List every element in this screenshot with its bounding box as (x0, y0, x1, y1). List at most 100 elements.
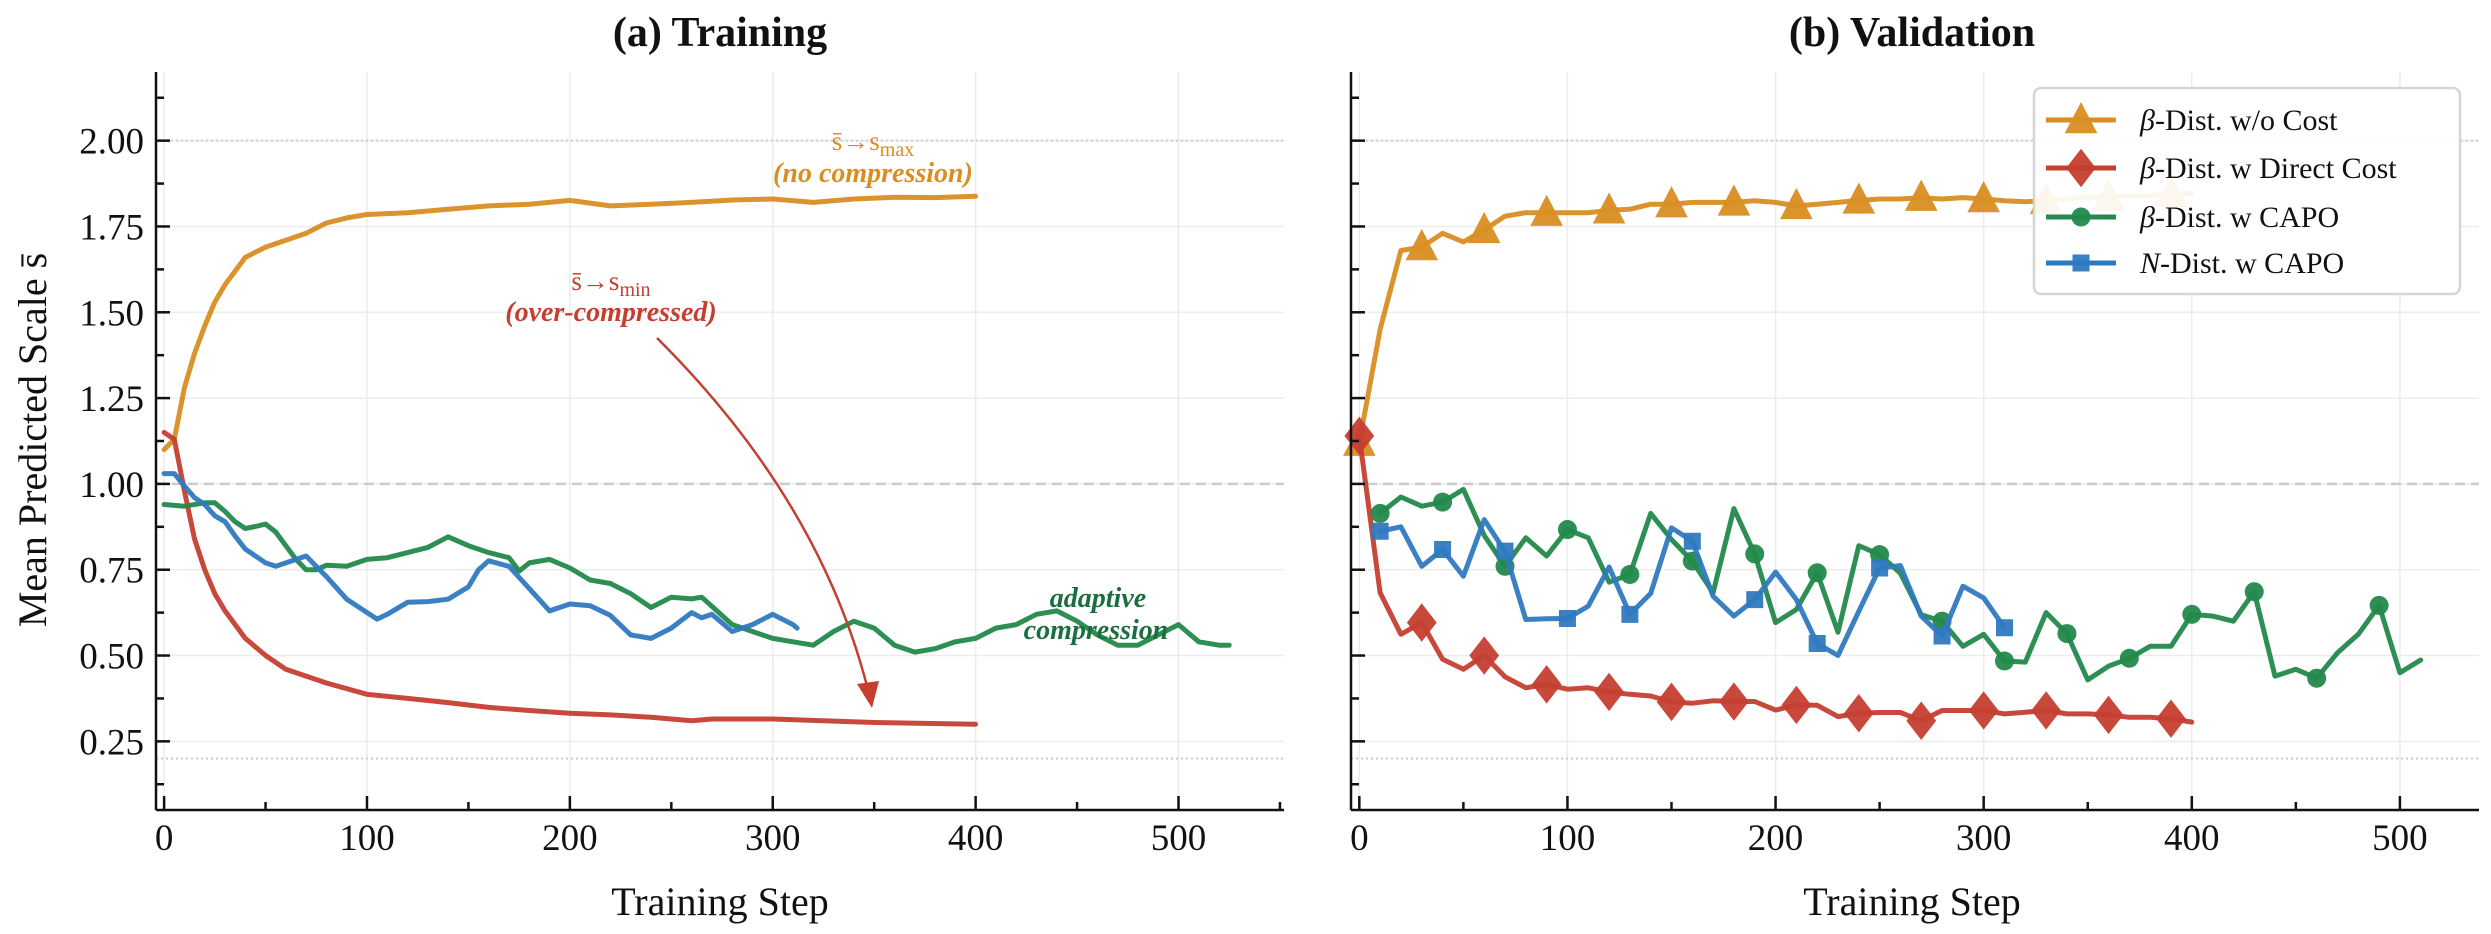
data-point-blue (1683, 532, 1701, 550)
data-point-green (1870, 545, 1890, 565)
annotation-smin-label: s̄→smin (571, 266, 650, 301)
data-point-green (2244, 582, 2264, 602)
x-axis-label: Training Step (1803, 879, 2020, 924)
data-point-green (2307, 668, 2327, 688)
legend: β-Dist. w/o Cost β-Dist. w Direct Cost β… (2032, 86, 2462, 296)
data-point-blue (1746, 591, 1764, 609)
x-tick-label: 500 (1151, 818, 1207, 859)
data-point-red (1469, 636, 1500, 675)
data-point-red (2156, 699, 2186, 738)
x-tick-label: 400 (948, 818, 1004, 859)
x-tick-label: 300 (745, 818, 801, 859)
series-line-red (161, 429, 979, 727)
legend-box (2032, 86, 2462, 296)
annotation-adaptive-compression: adaptive compression (1024, 583, 1169, 646)
annotation-over-compressed: s̄→smin (over-compressed) (505, 266, 879, 708)
legend-label-normal-capo: N-Dist. w CAPO (2139, 247, 2344, 280)
data-point-red (1781, 685, 1812, 725)
series-lines (1343, 175, 2424, 740)
arrowhead-icon (857, 681, 879, 708)
data-point-green (1433, 492, 1453, 512)
panel-title: (b) Validation (1789, 10, 2035, 56)
legend-marker-triangle-icon (2064, 102, 2098, 134)
x-tick-label: 200 (542, 818, 598, 859)
data-point-blue (1995, 619, 2013, 637)
data-point-green (2119, 648, 2139, 668)
series-line-green (1377, 486, 2424, 683)
annotation-smax-label: s̄→smax (832, 126, 914, 161)
data-point-blue (1933, 627, 1951, 645)
data-point-green (1370, 503, 1390, 523)
x-tick-label: 0 (155, 818, 174, 859)
data-point-red (1656, 682, 1687, 722)
x-axis-label: Training Step (611, 879, 828, 924)
y-tick-label: 2.00 (79, 122, 144, 163)
data-point-blue (1558, 609, 1576, 627)
data-point-orange (1717, 184, 1751, 216)
data-point-red (1843, 694, 1874, 733)
data-point-green (2369, 595, 2389, 615)
x-tick-label: 300 (1956, 818, 2012, 859)
data-point-green (1807, 563, 1827, 583)
y-tick-label: 0.75 (79, 551, 144, 592)
legend-marker-diamond-icon (2066, 148, 2096, 188)
legend-marker-circle-icon (2071, 207, 2091, 227)
data-point-orange (1904, 179, 1938, 211)
panel-training: 0.25 0.50 0.75 1.00 1.25 1.50 1.75 2.00 0 100 200 3… (10, 10, 1284, 924)
legend-label-beta-capo: β-Dist. w CAPO (2139, 201, 2339, 234)
legend-marker-square-icon (2072, 254, 2090, 272)
annotation-arrow (656, 337, 870, 691)
legend-label-beta-direct-cost: β-Dist. w Direct Cost (2139, 152, 2397, 185)
grid-lines (1351, 72, 2479, 810)
x-tick-label: 400 (2164, 818, 2220, 859)
data-point-blue (1621, 605, 1639, 623)
series-lines (161, 193, 1232, 727)
series-line-orange (161, 193, 979, 453)
x-tick-label: 0 (1350, 818, 1369, 859)
y-tick-label: 0.25 (79, 722, 144, 763)
series-line-green (161, 500, 1232, 655)
data-point-blue (1496, 542, 1514, 560)
data-point-orange (1592, 192, 1626, 224)
axes: 0 100 200 300 400 500 (1349, 72, 2479, 859)
grid-lines (156, 72, 1284, 810)
data-point-red (1906, 701, 1937, 740)
annotation-no-compression-text: (no compression) (773, 158, 973, 189)
y-tick-label: 1.50 (79, 293, 144, 334)
data-point-orange (1405, 229, 1439, 261)
data-point-red (1406, 603, 1437, 642)
y-axis-label: Mean Predicted Scale s̄ (10, 253, 55, 627)
reference-lines (156, 139, 1284, 760)
data-point-red (2031, 691, 2061, 730)
data-point-blue (1371, 522, 1389, 540)
data-point-red (1968, 691, 1999, 730)
data-point-green (1994, 651, 2014, 671)
x-tick-label: 100 (339, 818, 395, 859)
annotation-no-compression: s̄→smax (no compression) (773, 126, 973, 189)
axes: 0.25 0.50 0.75 1.00 1.25 1.50 1.75 2.00 0 100 200 3… (79, 72, 1284, 859)
data-point-green (2182, 604, 2202, 624)
data-point-red (1531, 665, 1562, 704)
panel-title: (a) Training (613, 10, 827, 56)
data-point-green (1745, 544, 1765, 564)
x-tick-label: 100 (1540, 818, 1596, 859)
data-point-red (1719, 682, 1749, 721)
panel-validation: 0 100 200 300 400 500 (b) Validation Training… (1343, 10, 2479, 924)
data-point-blue (1808, 635, 1826, 653)
y-tick-label: 1.00 (79, 465, 144, 506)
x-tick-label: 500 (2372, 818, 2428, 859)
legend-label-beta-no-cost: β-Dist. w/o Cost (2139, 104, 2338, 137)
annotation-over-compressed-text: (over-compressed) (505, 297, 716, 328)
data-point-orange (1467, 211, 1501, 244)
data-point-orange (1967, 181, 2000, 213)
y-tick-label: 1.25 (79, 379, 144, 420)
data-point-blue (1434, 540, 1452, 558)
series-line-blue (161, 471, 800, 641)
data-point-green (1620, 565, 1640, 585)
x-tick-label: 200 (1748, 818, 1804, 859)
y-tick-label: 0.50 (79, 637, 144, 678)
data-point-red (2093, 695, 2124, 735)
annotation-adaptive-text: adaptive (1050, 583, 1146, 614)
data-point-blue (1871, 559, 1889, 577)
